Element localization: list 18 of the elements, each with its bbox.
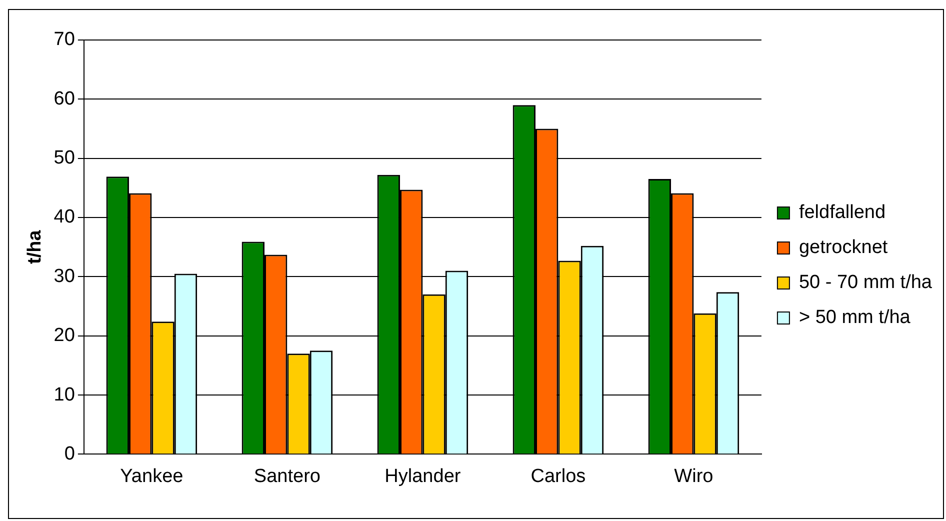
x-tick-label: Wiro bbox=[674, 466, 714, 487]
y-tick-label: 0 bbox=[64, 443, 75, 464]
legend-label: feldfallend bbox=[798, 202, 886, 224]
x-tick-label: Carlos bbox=[530, 466, 586, 487]
y-tick-label: 70 bbox=[54, 29, 75, 50]
y-tick-label: 20 bbox=[54, 325, 75, 346]
y-tick-label: 30 bbox=[54, 266, 75, 287]
x-tick-label: Yankee bbox=[120, 466, 184, 487]
y-tick-label: 40 bbox=[54, 206, 75, 228]
y-tick-label: 50 bbox=[54, 148, 75, 169]
x-tick-label: Santero bbox=[254, 466, 320, 487]
legend-label: 50 - 70 mm t/ha bbox=[798, 272, 932, 294]
legend-label: > 50 mm t/ha bbox=[798, 307, 911, 328]
legend-label: getrocknet bbox=[798, 237, 888, 258]
y-tick-label: 60 bbox=[54, 88, 75, 110]
y-tick-label: 10 bbox=[54, 384, 75, 406]
x-tick-label: Hylander bbox=[384, 466, 462, 487]
y-axis-title: t/ha bbox=[24, 230, 46, 264]
